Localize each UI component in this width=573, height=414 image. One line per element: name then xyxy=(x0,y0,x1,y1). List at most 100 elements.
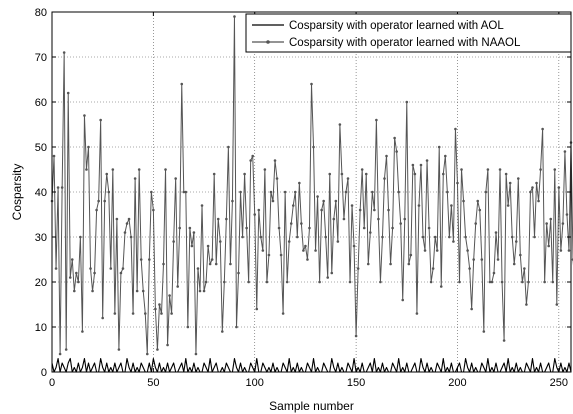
naaol-point xyxy=(56,186,60,189)
naaol-point xyxy=(383,177,386,180)
naaol-point xyxy=(464,235,467,239)
naaol-point xyxy=(97,199,100,203)
axis-ticks: 0 50 100 150 200 250 0 10 20 30 40 50 60 70 80 xyxy=(35,7,571,389)
naaol-point xyxy=(470,307,473,311)
naaol-point xyxy=(444,154,447,158)
naaol-point xyxy=(139,258,143,261)
naaol-point xyxy=(141,289,145,293)
naaol-point xyxy=(91,289,94,293)
naaol-point xyxy=(553,168,557,171)
naaol-point xyxy=(411,163,415,167)
naaol-point xyxy=(300,222,303,225)
naaol-point xyxy=(502,339,506,342)
naaol-point xyxy=(233,15,236,18)
naaol-point xyxy=(152,208,155,212)
naaol-point xyxy=(247,280,250,284)
naaol-point xyxy=(113,312,117,315)
naaol-point xyxy=(476,199,480,203)
naaol-point xyxy=(66,91,70,95)
y-tick-label: 80 xyxy=(35,7,47,19)
naaol-point xyxy=(109,267,113,270)
naaol-point xyxy=(180,82,184,86)
naaol-point xyxy=(354,334,358,338)
naaol-point xyxy=(409,253,413,257)
series-layer xyxy=(50,15,573,373)
naaol-point xyxy=(362,226,366,230)
naaol-point xyxy=(68,276,72,279)
x-tick-label: 250 xyxy=(550,377,568,389)
naaol-point xyxy=(320,208,323,212)
naaol-point xyxy=(462,199,465,203)
naaol-point xyxy=(397,190,400,194)
naaol-point xyxy=(79,235,82,239)
naaol-point xyxy=(249,159,252,162)
naaol-point xyxy=(176,285,179,288)
naaol-point xyxy=(429,280,433,284)
naaol-point xyxy=(253,213,257,216)
naaol-point xyxy=(537,199,540,203)
naaol-point xyxy=(371,190,374,194)
naaol-point xyxy=(545,222,548,225)
naaol-point xyxy=(204,280,208,284)
naaol-point xyxy=(385,154,388,158)
naaol-point xyxy=(336,240,340,243)
naaol-point xyxy=(523,267,526,270)
naaol-point xyxy=(184,190,188,194)
y-tick-label: 0 xyxy=(41,367,47,379)
naaol-point xyxy=(391,226,394,230)
naaol-point xyxy=(89,267,92,270)
naaol-point xyxy=(60,186,64,189)
naaol-point xyxy=(259,235,263,239)
naaol-point xyxy=(356,267,360,270)
naaol-point xyxy=(474,222,478,225)
naaol-point xyxy=(225,217,228,221)
naaol-point xyxy=(64,348,68,351)
naaol-point xyxy=(529,190,532,194)
naaol-point xyxy=(308,226,311,230)
naaol-point xyxy=(506,204,510,207)
naaol-point xyxy=(70,258,74,261)
naaol-point xyxy=(480,258,484,261)
naaol-point xyxy=(500,280,504,284)
naaol-point xyxy=(541,127,544,131)
naaol-point xyxy=(415,312,419,315)
naaol-point xyxy=(196,267,200,270)
y-tick-label: 20 xyxy=(35,277,47,289)
naaol-point xyxy=(377,217,380,221)
naaol-point xyxy=(521,280,524,284)
naaol-point xyxy=(261,249,265,252)
naaol-point xyxy=(271,199,275,203)
naaol-point xyxy=(368,231,372,234)
naaol-point xyxy=(326,276,330,279)
naaol-point xyxy=(458,280,461,284)
naaol-point xyxy=(287,240,291,243)
naaol-point xyxy=(257,208,261,212)
naaol-point xyxy=(492,271,496,275)
naaol-point xyxy=(77,280,80,284)
naaol-point xyxy=(514,240,518,243)
y-tick-label: 60 xyxy=(35,97,47,109)
naaol-point xyxy=(352,244,356,248)
naaol-point xyxy=(340,172,344,176)
legend-marker-naaol xyxy=(266,40,270,44)
naaol-point xyxy=(200,204,204,207)
y-tick-label: 30 xyxy=(35,232,47,244)
naaol-point xyxy=(342,217,346,221)
naaol-point xyxy=(547,244,550,248)
x-tick-label: 100 xyxy=(246,377,264,389)
naaol-point xyxy=(186,325,190,329)
naaol-point xyxy=(103,199,107,203)
naaol-point xyxy=(310,82,313,86)
naaol-point xyxy=(456,181,459,185)
naaol-point xyxy=(328,172,332,176)
naaol-point xyxy=(54,267,58,270)
naaol-point xyxy=(567,249,571,252)
naaol-point xyxy=(255,307,259,311)
naaol-point xyxy=(154,307,157,311)
naaol-point xyxy=(482,330,486,333)
naaol-point xyxy=(293,190,297,194)
naaol-point xyxy=(322,199,325,203)
naaol-point xyxy=(243,172,246,176)
naaol-point xyxy=(156,348,159,351)
naaol-point xyxy=(121,267,125,270)
